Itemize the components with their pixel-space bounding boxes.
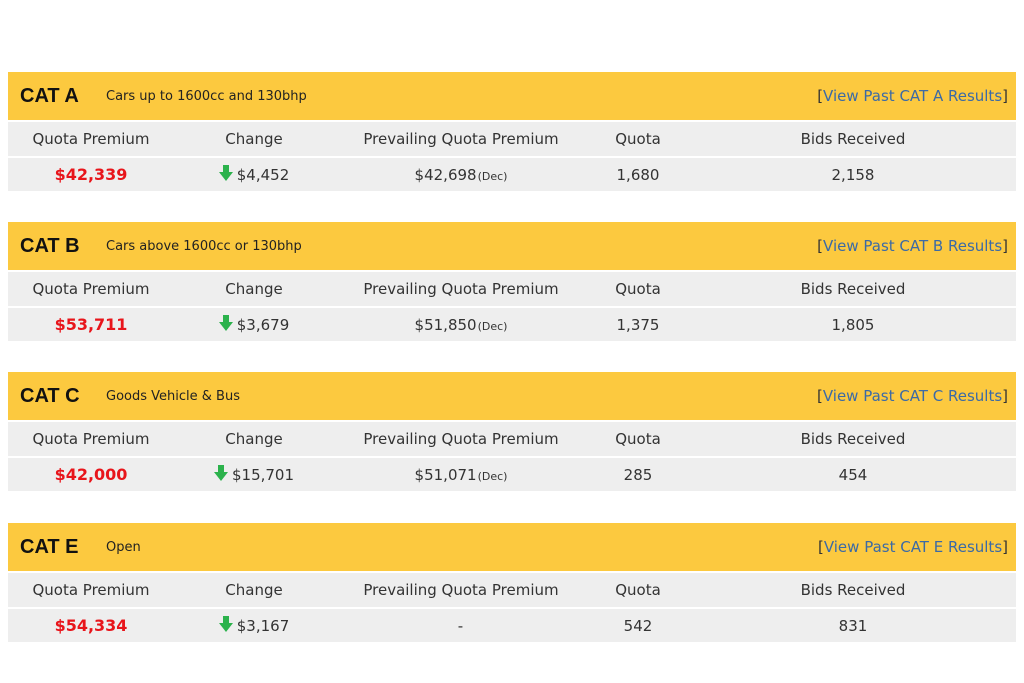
cat-header: CAT B Cars above 1600cc or 130bhp [View … [8, 222, 1016, 270]
values-row: $42,339 $4,452 $42,698 (Dec) 1,680 2,158 [8, 156, 1016, 191]
prevailing-cell: - [334, 609, 588, 642]
category-name: CAT A [20, 84, 79, 107]
col-change: Change [225, 581, 283, 599]
change-value: $15,701 [231, 465, 295, 484]
prevailing-note: (Dec) [477, 319, 508, 333]
link-bracket-close: ] [1002, 87, 1008, 105]
category-description: Cars up to 1600cc and 130bhp [106, 88, 307, 104]
bids-value: 2,158 [831, 165, 875, 184]
cat-a-panel: CAT A Cars up to 1600cc and 130bhp [View… [8, 72, 1016, 191]
col-prevailing: Prevailing Quota Premium [363, 430, 559, 448]
category-description: Open [106, 539, 141, 555]
view-past-results-link[interactable]: [View Past CAT C Results] [817, 387, 1008, 405]
prevailing-note: (Dec) [477, 169, 508, 183]
col-change: Change [225, 430, 283, 448]
col-quota: Quota [615, 430, 661, 448]
change-cell: $4,452 [174, 158, 334, 191]
prevailing-value: $51,071 [414, 465, 477, 484]
change-value: $4,452 [236, 165, 290, 184]
quota-value: 542 [623, 616, 653, 635]
cat-b-panel: CAT B Cars above 1600cc or 130bhp [View … [8, 222, 1016, 341]
cat-header: CAT A Cars up to 1600cc and 130bhp [View… [8, 72, 1016, 120]
prevailing-note: (Dec) [477, 469, 508, 483]
quota-value: 1,375 [616, 315, 660, 334]
col-quota: Quota [615, 581, 661, 599]
link-bracket-open: [ [817, 87, 824, 105]
change-cell: $3,679 [174, 308, 334, 341]
cat-header: CAT C Goods Vehicle & Bus [View Past CAT… [8, 372, 1016, 420]
view-past-results-link[interactable]: [View Past CAT B Results] [817, 237, 1008, 255]
quota-premium-value: $53,711 [54, 315, 128, 334]
quota-value: 285 [623, 465, 653, 484]
arrow-down-icon [218, 164, 233, 185]
prevailing-cell: $42,698 (Dec) [334, 158, 588, 191]
column-header-row: Quota Premium Change Prevailing Quota Pr… [8, 120, 1016, 156]
col-bids-received: Bids Received [800, 430, 906, 448]
bids-value: 1,805 [831, 315, 875, 334]
col-change: Change [225, 280, 283, 298]
category-name: CAT B [20, 234, 80, 257]
view-past-results-link[interactable]: [View Past CAT A Results] [817, 87, 1008, 105]
col-prevailing: Prevailing Quota Premium [363, 130, 559, 148]
prevailing-value: $42,698 [414, 165, 477, 184]
category-name: CAT C [20, 384, 80, 407]
quota-premium-value: $42,339 [54, 165, 128, 184]
prevailing-cell: $51,850 (Dec) [334, 308, 588, 341]
col-bids-received: Bids Received [800, 280, 906, 298]
col-change: Change [225, 130, 283, 148]
change-cell: $3,167 [174, 609, 334, 642]
col-bids-received: Bids Received [800, 130, 906, 148]
prevailing-value: - [457, 616, 464, 635]
prevailing-value: $51,850 [414, 315, 477, 334]
bids-value: 454 [838, 465, 868, 484]
link-label: View Past CAT B Results [823, 237, 1003, 255]
cat-c-panel: CAT C Goods Vehicle & Bus [View Past CAT… [8, 372, 1016, 491]
change-cell: $15,701 [174, 458, 334, 491]
change-value: $3,679 [236, 315, 290, 334]
prevailing-cell: $51,071 (Dec) [334, 458, 588, 491]
change-value: $3,167 [236, 616, 290, 635]
view-past-results-link[interactable]: [View Past CAT E Results] [818, 538, 1008, 556]
col-quota-premium: Quota Premium [32, 581, 150, 599]
col-quota-premium: Quota Premium [32, 280, 150, 298]
values-row: $53,711 $3,679 $51,850 (Dec) 1,375 1,805 [8, 306, 1016, 341]
col-quota: Quota [615, 130, 661, 148]
values-row: $42,000 $15,701 $51,071 (Dec) 285 454 [8, 456, 1016, 491]
link-bracket-open: [ [817, 538, 824, 556]
category-name: CAT E [20, 535, 79, 558]
arrow-down-icon [213, 464, 228, 485]
col-prevailing: Prevailing Quota Premium [363, 280, 559, 298]
category-description: Goods Vehicle & Bus [106, 388, 240, 404]
col-prevailing: Prevailing Quota Premium [363, 581, 559, 599]
column-header-row: Quota Premium Change Prevailing Quota Pr… [8, 571, 1016, 607]
values-row: $54,334 $3,167 - 542 831 [8, 607, 1016, 642]
column-header-row: Quota Premium Change Prevailing Quota Pr… [8, 420, 1016, 456]
link-bracket-close: ] [1002, 237, 1008, 255]
bids-value: 831 [838, 616, 868, 635]
quota-value: 1,680 [616, 165, 660, 184]
link-label: View Past CAT C Results [822, 387, 1003, 405]
arrow-down-icon [218, 314, 233, 335]
link-bracket-open: [ [817, 237, 824, 255]
col-quota-premium: Quota Premium [32, 430, 150, 448]
column-header-row: Quota Premium Change Prevailing Quota Pr… [8, 270, 1016, 306]
link-label: View Past CAT A Results [823, 87, 1003, 105]
col-quota-premium: Quota Premium [32, 130, 150, 148]
link-bracket-close: ] [1002, 387, 1008, 405]
arrow-down-icon [218, 615, 233, 636]
quota-premium-value: $54,334 [54, 616, 128, 635]
cat-e-panel: CAT E Open [View Past CAT E Results] Quo… [8, 523, 1016, 642]
link-bracket-open: [ [816, 387, 823, 405]
col-bids-received: Bids Received [800, 581, 906, 599]
cat-header: CAT E Open [View Past CAT E Results] [8, 523, 1016, 571]
link-label: View Past CAT E Results [823, 538, 1003, 556]
category-description: Cars above 1600cc or 130bhp [106, 238, 302, 254]
link-bracket-close: ] [1002, 538, 1008, 556]
col-quota: Quota [615, 280, 661, 298]
quota-premium-value: $42,000 [54, 465, 128, 484]
